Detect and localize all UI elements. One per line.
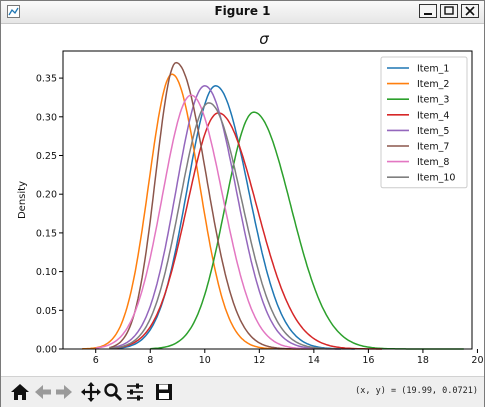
x-tick-label: 6 — [93, 355, 99, 366]
zoom-button[interactable] — [102, 381, 124, 403]
legend-frame — [380, 56, 468, 189]
maximize-icon — [444, 6, 454, 15]
back-button[interactable] — [32, 381, 54, 403]
home-icon — [11, 384, 29, 400]
series-line-item-5 — [109, 85, 342, 350]
legend-label-item-4: Item_4 — [417, 110, 449, 121]
plot-frame — [62, 50, 473, 350]
x-tick-label: 14 — [308, 355, 320, 366]
x-tick-label: 10 — [199, 355, 211, 366]
forward-arrow-icon — [56, 385, 72, 399]
legend-label-item-7: Item_7 — [417, 142, 449, 153]
y-tick-label: 0.05 — [36, 306, 57, 317]
y-axis-label: Density — [17, 181, 28, 219]
cursor-coordinates: (x, y) = (19.99, 0.0721) — [355, 386, 478, 396]
series-line-item-4 — [109, 112, 382, 350]
zoom-magnifier-icon — [104, 383, 123, 402]
density-chart[interactable]: σ 6 8 10 12 14 16 18 20 0.00 0.05 0.10 0.15 0.20 0.2… — [1, 24, 484, 376]
x-tick-label: 18 — [417, 355, 429, 366]
pan-move-icon — [81, 382, 101, 402]
legend-label-item-5: Item_5 — [417, 126, 449, 137]
legend-label-item-10: Item_10 — [417, 173, 455, 184]
save-floppy-icon — [156, 384, 172, 400]
y-tick-label: 0.10 — [36, 267, 57, 278]
legend-label-item-1: Item_1 — [417, 64, 449, 75]
y-tick-label: 0.15 — [36, 228, 57, 239]
matplotlib-figure-icon — [7, 5, 20, 18]
configure-subplots-icon — [127, 383, 143, 401]
series-line-item-1 — [109, 85, 355, 350]
x-tick-label: 16 — [362, 355, 374, 366]
title-bar[interactable]: Figure 1 — [1, 1, 484, 24]
y-tick-label: 0.35 — [36, 74, 57, 85]
legend-label-item-2: Item_2 — [417, 79, 449, 90]
maximize-button[interactable] — [440, 4, 458, 18]
y-axis: 0.00 0.05 0.10 0.15 0.20 0.25 0.30 0.35 — [36, 74, 63, 356]
minimize-button[interactable] — [419, 4, 437, 18]
close-icon — [465, 6, 475, 16]
x-tick-label: 20 — [471, 355, 483, 366]
legend-label-item-3: Item_3 — [417, 95, 449, 106]
back-arrow-icon — [35, 385, 51, 399]
chart-title: σ — [259, 30, 269, 48]
series-line-item-2 — [82, 73, 301, 350]
y-tick-label: 0.00 — [36, 345, 57, 356]
y-tick-label: 0.25 — [36, 151, 57, 162]
legend-label-item-8: Item_8 — [417, 157, 449, 168]
minimize-icon — [424, 13, 432, 15]
close-button[interactable] — [461, 4, 479, 18]
save-button[interactable] — [153, 381, 175, 403]
series-line-item-7 — [109, 61, 314, 350]
y-tick-label: 0.30 — [36, 112, 57, 123]
window-title: Figure 1 — [214, 4, 271, 18]
forward-button[interactable] — [53, 381, 75, 403]
home-button[interactable] — [9, 381, 31, 403]
series-line-item-8 — [95, 94, 314, 350]
figure-canvas[interactable]: σ 6 8 10 12 14 16 18 20 0.00 0.05 0.10 0.15 0.20 0.2… — [1, 24, 484, 376]
configure-subplots-button[interactable] — [124, 381, 146, 403]
x-tick-label: 12 — [253, 355, 265, 366]
x-tick-label: 8 — [147, 355, 153, 366]
legend: Item_1 Item_2 Item_3 Item_4 Item_5 Item_7 Item… — [380, 56, 468, 189]
pan-button[interactable] — [80, 381, 102, 403]
y-tick-label: 0.20 — [36, 190, 57, 201]
series-line-item-10 — [109, 102, 342, 350]
x-axis: 6 8 10 12 14 16 18 20 — [93, 349, 484, 366]
navigation-toolbar: (x, y) = (19.99, 0.0721) — [1, 376, 484, 407]
